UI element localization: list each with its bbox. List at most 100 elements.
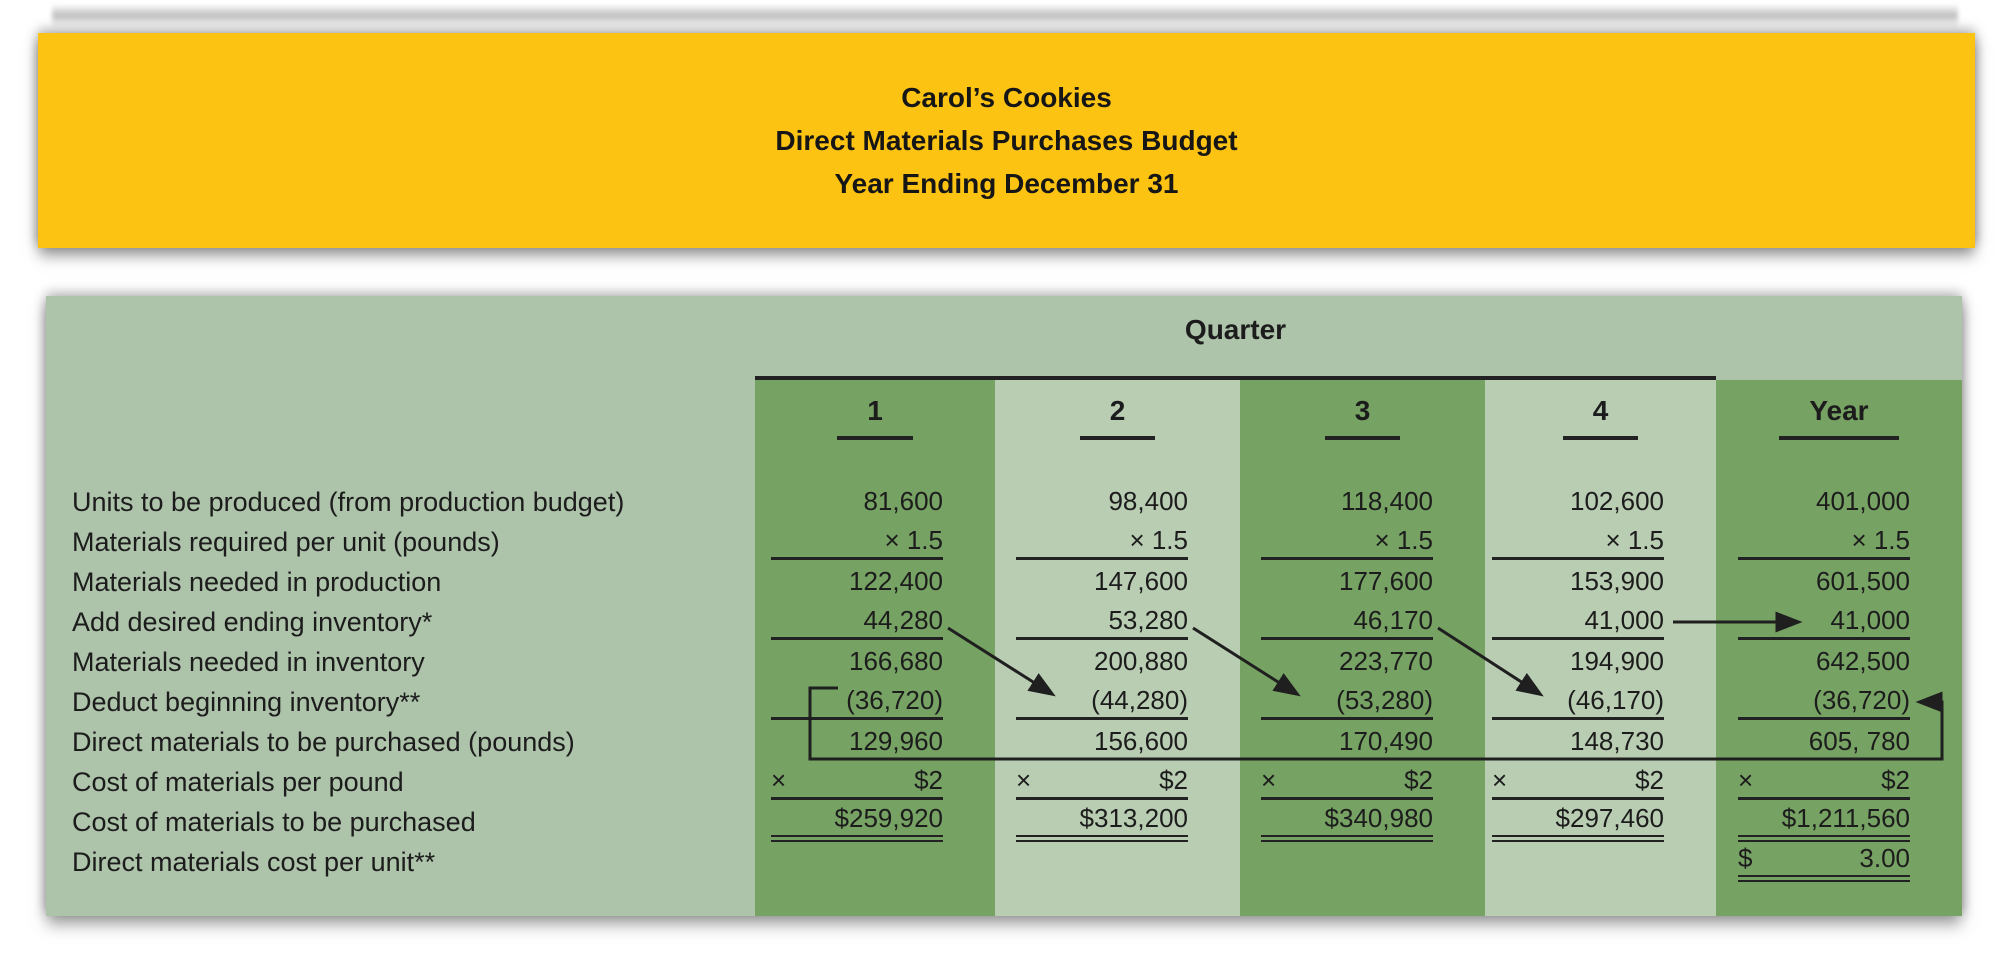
cell-value: 153,900 [1570,566,1664,597]
year-column-band [1716,380,1962,916]
value-cell-r1-c3: 118,400 [1240,482,1485,522]
cell-value: 156,600 [1094,726,1188,757]
quarter-group-underline [755,376,1716,380]
value-cell-r9-c3: $340,980 [1240,802,1485,842]
amount: $2 [1159,764,1188,795]
cell-value: $259,920 [771,802,943,842]
cell-value: 147,600 [1094,566,1188,597]
cell-value: 118,400 [1340,486,1433,517]
cell-value: 177,600 [1339,566,1433,597]
top-edge-shadow [52,4,1958,30]
value-cell-r1-c2: 98,400 [995,482,1240,522]
row-label: Materials needed in production [72,567,442,597]
column-header-row: 1 2 3 4 Year [46,394,1962,440]
value-cell-r1-c5: 401,000 [1716,482,1962,522]
budget-table: Quarter 1 2 3 4 Year Units to be produced (f… [46,296,1962,916]
value-cell-r3-c5: 601,500 [1716,562,1962,602]
value-cell-r4-c1: 44,280 [755,602,995,642]
value-cell-r10-c5: $3.00 [1716,842,1962,882]
value-cell-r1-c1: 81,600 [755,482,995,522]
cell-value: (53,280) [1261,684,1433,720]
cell-value: × 1.5 [1261,524,1433,560]
value-cell-r5-c1: 166,680 [755,642,995,682]
value-cell-r3-c1: 122,400 [755,562,995,602]
value-cell-r9-c4: $297,460 [1485,802,1716,842]
value-cell-r1-c4: 102,600 [1485,482,1716,522]
value-cell-r2-c4: × 1.5 [1485,522,1716,562]
cell-value: 122,400 [849,566,943,597]
cell-value: $340,980 [1261,802,1433,842]
row-label: Deduct beginning inventory** [72,687,421,717]
value-cell-r2-c3: × 1.5 [1240,522,1485,562]
amount: $2 [914,764,943,795]
cell-value: $3.00 [1738,842,1910,882]
row-label: Cost of materials per pound [72,767,404,797]
cell-value: (36,720) [771,684,943,720]
table-row: Materials required per unit (pounds) × 1.… [46,522,1962,562]
table-row: Deduct beginning inventory** (36,720) (44,… [46,682,1962,722]
cell-value: 642,500 [1816,646,1910,677]
cell-value: 41,000 [1492,604,1664,640]
operator-or-currency: × [1261,764,1277,795]
value-cell-r3-c4: 153,900 [1485,562,1716,602]
value-cell-r4-c5: 41,000 [1716,602,1962,642]
cell-value: (36,720) [1738,684,1910,720]
value-cell-r5-c3: 223,770 [1240,642,1485,682]
table-rows: Units to be produced (from production bu… [46,482,1962,882]
row-label: Units to be produced (from production bu… [72,487,625,517]
value-cell-r8-c2: × $2 [995,762,1240,802]
column-header-q4: 4 [1485,394,1716,440]
column-header-label: 3 [1324,394,1401,440]
cell-value: $1,211,560 [1738,802,1910,842]
value-cell-r9-c2: $313,200 [995,802,1240,842]
table-row: Units to be produced (from production bu… [46,482,1962,522]
value-cell-r2-c2: × 1.5 [995,522,1240,562]
column-header-q2: 2 [995,394,1240,440]
cell-value: 44,280 [771,604,943,640]
value-cell-r5-c4: 194,900 [1485,642,1716,682]
cell-value: $313,200 [1016,802,1188,842]
value-cell-r7-c4: 148,730 [1485,722,1716,762]
row-label: Materials needed in inventory [72,647,425,677]
value-cell-r7-c1: 129,960 [755,722,995,762]
column-header-q3: 3 [1240,394,1485,440]
value-cell-r5-c5: 642,500 [1716,642,1962,682]
cell-value: $297,460 [1492,802,1664,842]
column-header-label: 2 [1079,394,1156,440]
value-cell-r2-c1: × 1.5 [755,522,995,562]
cell-value: 401,000 [1816,486,1910,517]
table-row: Cost of materials to be purchased $259,92… [46,802,1962,842]
value-cell-r4-c2: 53,280 [995,602,1240,642]
column-header-label: Year [1779,394,1899,440]
column-header-label: 1 [837,394,913,440]
cell-value: 41,000 [1738,604,1910,640]
statement-title: Direct Materials Purchases Budget [775,125,1238,156]
amount: $2 [1635,764,1664,795]
cell-value: 102,600 [1570,486,1664,517]
row-label: Add desired ending inventory* [72,607,433,637]
value-cell-r8-c3: × $2 [1240,762,1485,802]
row-label: Direct materials to be purchased (pounds… [72,727,575,757]
operator-or-currency: × [1016,764,1032,795]
title-box: Carol’s Cookies Direct Materials Purchas… [38,33,1975,248]
value-cell-r3-c2: 147,600 [995,562,1240,602]
amount: 3.00 [1859,843,1910,873]
cell-value: 223,770 [1339,646,1433,677]
value-cell-r6-c5: (36,720) [1716,682,1962,722]
operator-or-currency: × [1738,764,1754,795]
table-row: Add desired ending inventory* 44,280 53,28… [46,602,1962,642]
cell-value: 605, 780 [1808,726,1910,757]
row-label: Direct materials cost per unit** [72,847,436,877]
cell-value: (46,170) [1492,684,1664,720]
cell-value: × 1.5 [1016,524,1188,560]
value-cell-r6-c3: (53,280) [1240,682,1485,722]
table-row: Direct materials cost per unit** $3.00 [46,842,1962,882]
value-cell-r8-c4: × $2 [1485,762,1716,802]
value-cell-r6-c2: (44,280) [995,682,1240,722]
value-cell-r5-c2: 200,880 [995,642,1240,682]
value-cell-r10-c3 [1240,842,1485,882]
value-cell-r10-c4 [1485,842,1716,882]
value-cell-r9-c5: $1,211,560 [1716,802,1962,842]
cell-value: 81,600 [863,486,943,517]
cell-value: 46,170 [1261,604,1433,640]
